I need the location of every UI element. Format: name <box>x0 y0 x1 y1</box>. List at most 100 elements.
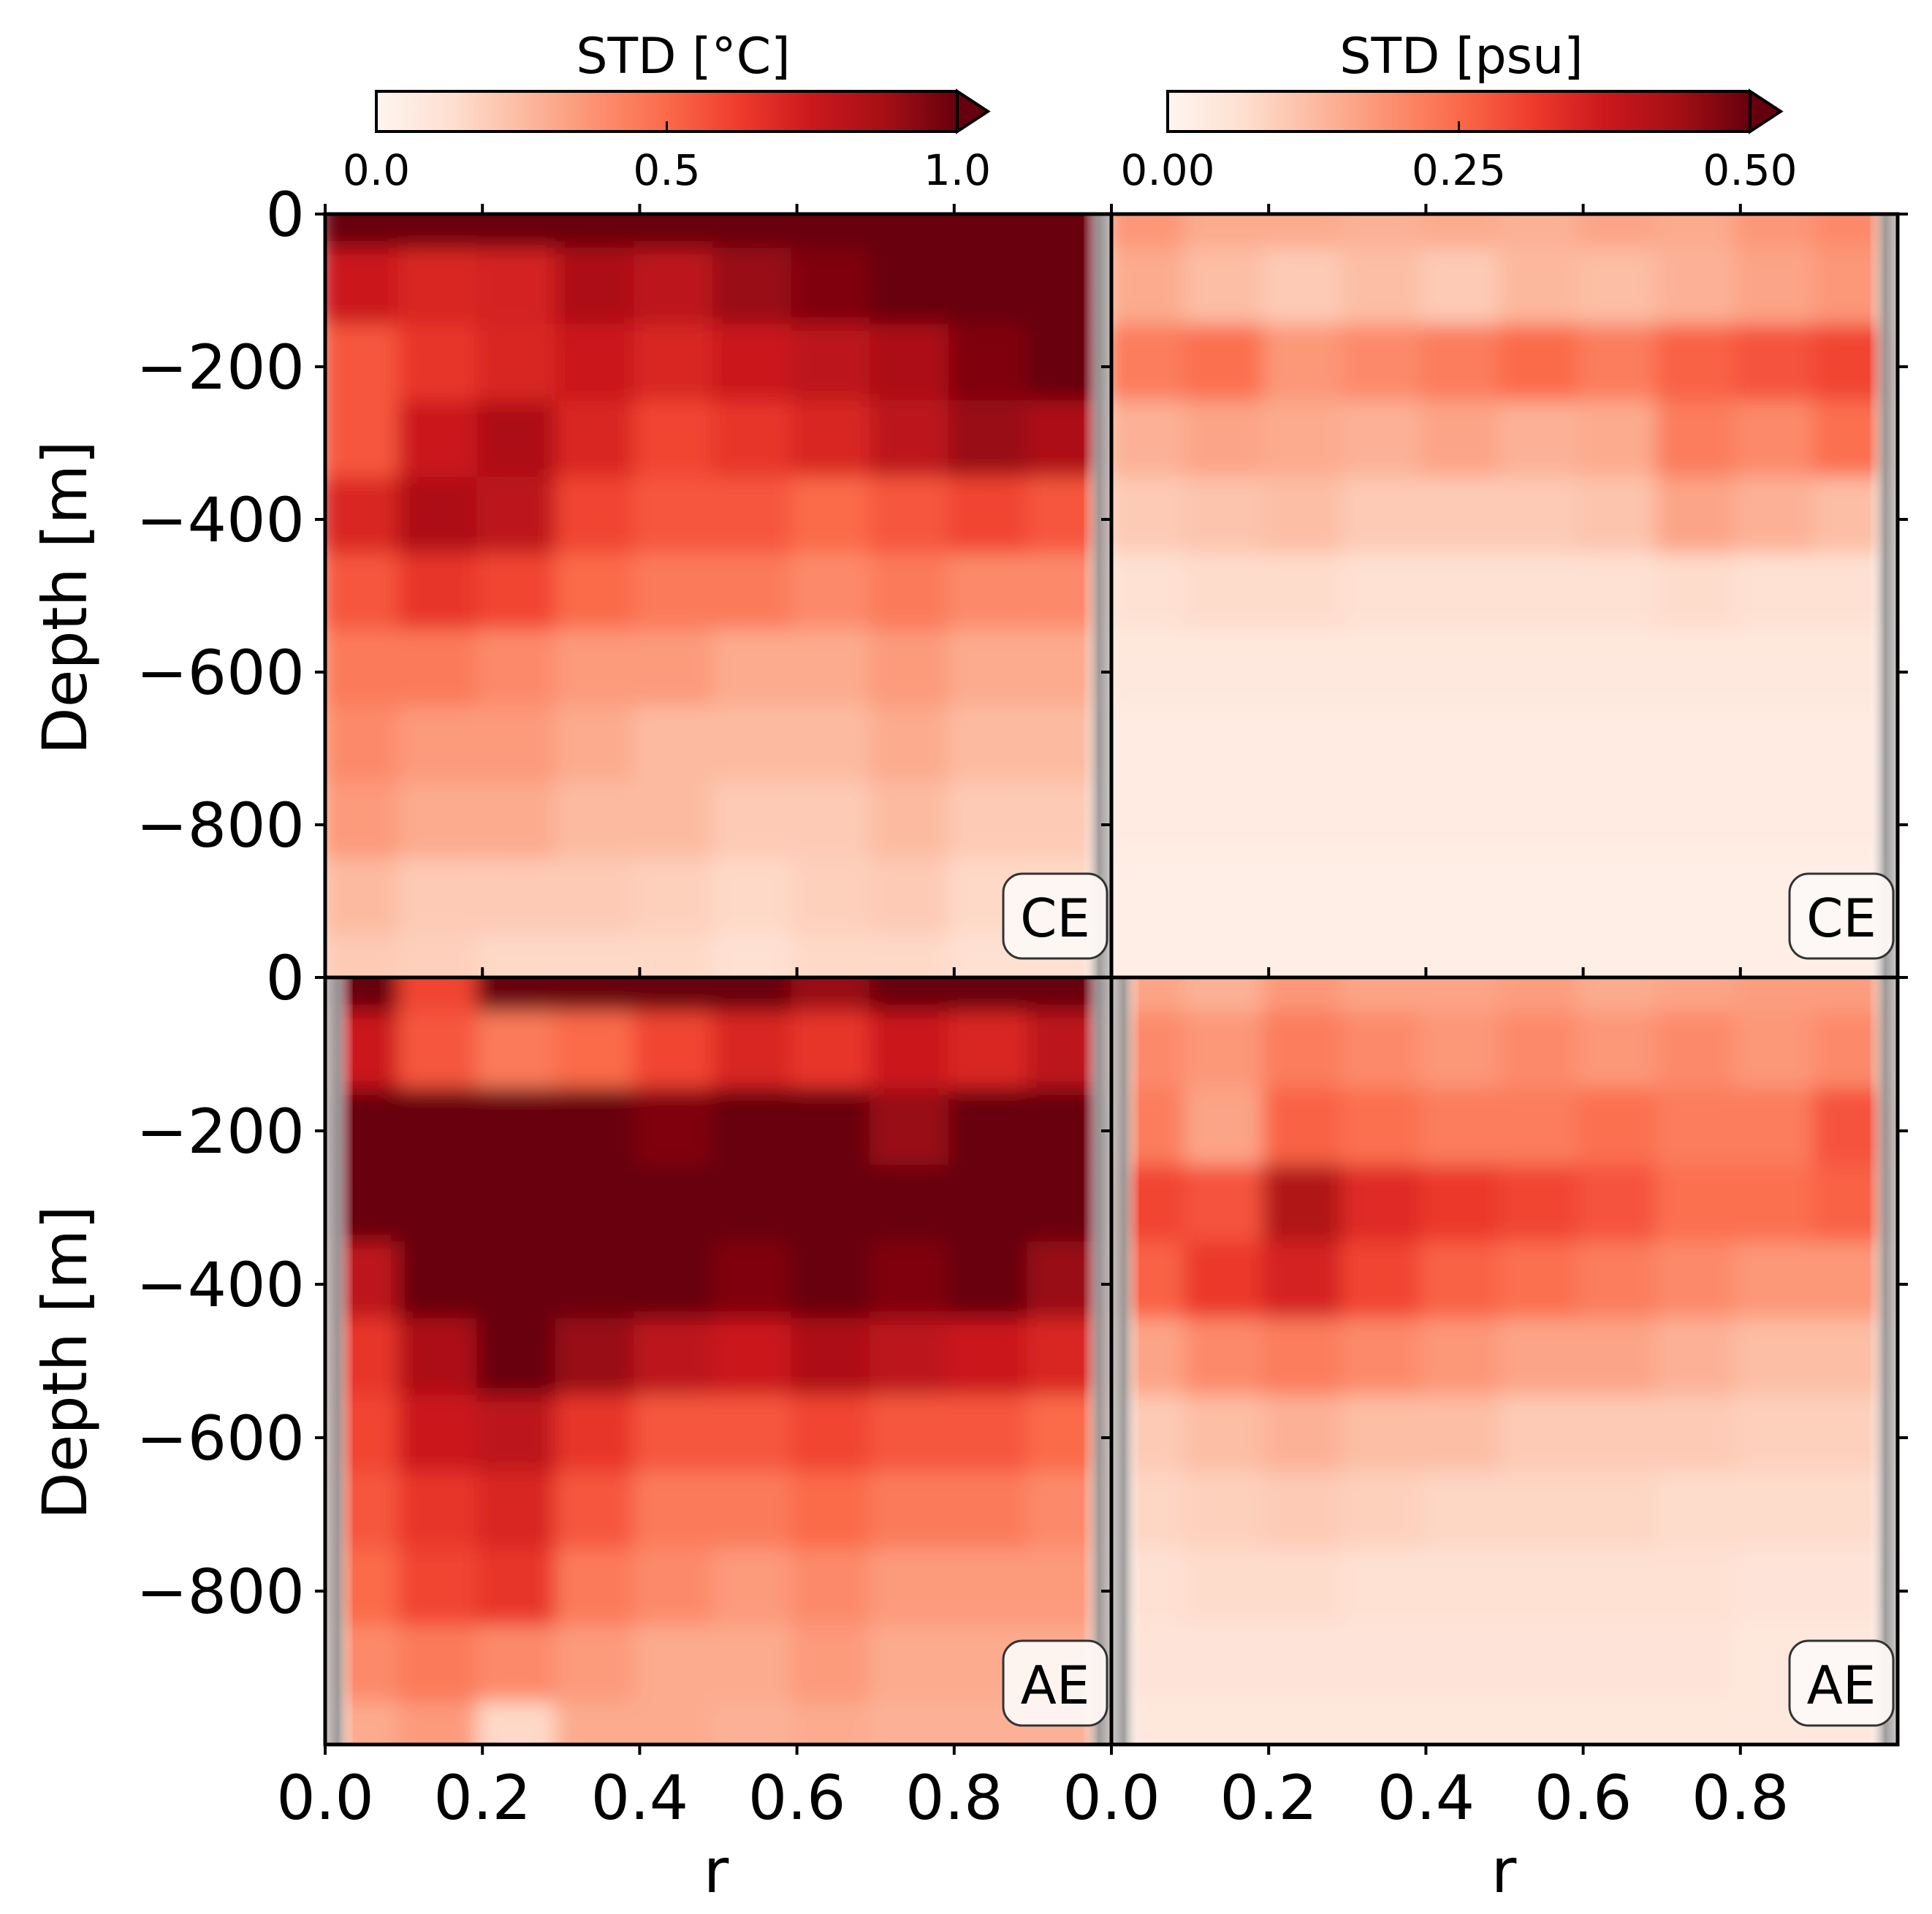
heatmap-cell <box>555 400 646 486</box>
heatmap-cell <box>791 858 882 944</box>
heatmap-cell <box>1499 1318 1589 1404</box>
heatmap-cell <box>476 934 567 977</box>
heatmap-cell <box>791 400 882 486</box>
heatmap-cell <box>1734 1164 1825 1251</box>
heatmap-cell <box>791 1625 882 1711</box>
panel-label: CE <box>1806 888 1876 949</box>
heatmap-cell <box>398 629 489 715</box>
heatmap-cell <box>634 1164 724 1251</box>
x-tick-label: 0.8 <box>1692 1762 1790 1834</box>
heatmap-cell <box>948 782 1039 868</box>
heatmap-cell <box>1499 1471 1589 1557</box>
heatmap-cell <box>398 782 489 868</box>
panel-bottom-right: 0.0 0.2 0.4 0.6 0.8 AE <box>1062 967 1908 1834</box>
heatmap-cell <box>476 1471 567 1557</box>
heatmap-cell <box>1656 1241 1746 1327</box>
heatmap-cell <box>712 476 803 563</box>
heatmap-cells <box>1111 977 1898 1745</box>
heatmap-cell <box>476 476 567 563</box>
heatmap-cell <box>1263 400 1353 486</box>
colorbar-extend-arrow <box>956 88 991 134</box>
x-tick-label: 0.4 <box>591 1762 689 1834</box>
heatmap-cell <box>634 324 724 410</box>
heatmap-cell <box>1111 400 1196 486</box>
x-tick-label: 0.4 <box>1377 1762 1475 1834</box>
heatmap-cell <box>791 476 882 563</box>
edge-mask-right <box>1084 214 1111 977</box>
heatmap-cell <box>1577 782 1668 868</box>
heatmap-cell <box>1577 1241 1668 1327</box>
heatmap-cell <box>1263 1011 1353 1097</box>
heatmap-cell <box>1656 1471 1746 1557</box>
heatmap-cell <box>1734 476 1825 563</box>
heatmap-cell <box>1184 934 1275 977</box>
heatmap-cell <box>712 1164 803 1251</box>
y-tick-label: −400 <box>136 1249 305 1321</box>
heatmap-cell <box>1499 1701 1589 1745</box>
heatmap-cell <box>870 553 960 638</box>
heatmap-cell <box>712 248 803 333</box>
heatmap-cell <box>398 1701 489 1745</box>
heatmap-cell <box>712 706 803 791</box>
heatmap-cell <box>712 1548 803 1634</box>
heatmap-cell <box>634 858 724 944</box>
heatmap-cell <box>1499 400 1589 486</box>
heatmap-cell <box>870 476 960 563</box>
colorbar-salinity: 0.00 0.25 0.50 <box>1120 88 1798 195</box>
heatmap-cell <box>1656 1011 1746 1097</box>
heatmap-cell <box>791 1011 882 1097</box>
heatmap-cell <box>555 248 646 333</box>
heatmap-cell <box>1499 1088 1589 1174</box>
heatmap-cell <box>634 706 724 791</box>
heatmap-cells <box>325 977 1111 1745</box>
heatmap-cell <box>1734 553 1825 638</box>
heatmap-cell <box>1341 629 1432 715</box>
heatmap-cell <box>712 553 803 638</box>
heatmap-cell <box>948 324 1039 410</box>
heatmap-cell <box>1577 476 1668 563</box>
heatmap-cell <box>1341 1088 1432 1174</box>
heatmap-cell <box>870 400 960 486</box>
edge-mask-right <box>1084 977 1111 1745</box>
heatmap-cells <box>325 214 1111 977</box>
heatmap-cell <box>791 1471 882 1557</box>
heatmap-cell <box>1734 1395 1825 1481</box>
heatmap-cell <box>1499 1548 1589 1634</box>
heatmap-cell <box>476 400 567 486</box>
heatmap-cell <box>1499 553 1589 638</box>
heatmap-cell <box>1111 858 1196 944</box>
edge-mask-right <box>1870 977 1898 1745</box>
heatmap-cell <box>1656 1701 1746 1745</box>
heatmap-cell <box>1656 1164 1746 1251</box>
heatmap-cell <box>1341 1395 1432 1481</box>
y-tick-label: −800 <box>136 790 305 861</box>
heatmap-cell <box>948 706 1039 791</box>
heatmap-cell <box>1420 553 1510 638</box>
colorbar-tick-label: 0.5 <box>633 145 700 195</box>
heatmap-cell <box>948 629 1039 715</box>
heatmap-cell <box>634 1548 724 1634</box>
heatmap-cell <box>948 1471 1039 1557</box>
heatmap-cell <box>1263 1701 1353 1745</box>
heatmap-cell <box>1341 706 1432 791</box>
heatmap-cell <box>870 1088 960 1174</box>
heatmap-cell <box>1577 1011 1668 1097</box>
heatmap-cell <box>1656 706 1746 791</box>
heatmap-cell <box>476 858 567 944</box>
heatmap-cell <box>1734 248 1825 333</box>
heatmap-cell <box>476 553 567 638</box>
heatmap-cell <box>1341 1164 1432 1251</box>
heatmap-cell <box>1656 782 1746 868</box>
panel-label-box <box>1788 1639 1895 1727</box>
heatmap-cell <box>870 1548 960 1634</box>
heatmap-cell <box>476 629 567 715</box>
heatmap-cell <box>555 1548 646 1634</box>
heatmap-cell <box>1656 1318 1746 1404</box>
heatmap-cell <box>1341 1318 1432 1404</box>
heatmap-cell <box>555 858 646 944</box>
heatmap-cell <box>1656 934 1746 977</box>
heatmap-cell <box>1420 1011 1510 1097</box>
heatmap-cell <box>948 248 1039 333</box>
heatmap-cell <box>1263 858 1353 944</box>
y-tick-label: 0 <box>266 179 305 251</box>
